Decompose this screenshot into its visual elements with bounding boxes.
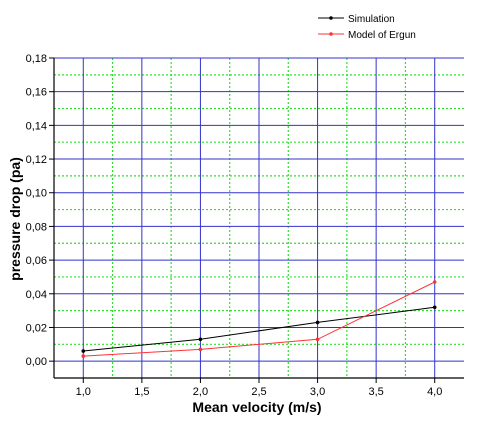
grid (54, 57, 464, 378)
series-2 (81, 280, 437, 358)
x-tick-label: 3,5 (368, 386, 383, 398)
axes: 1,0 1,5 2,0 2,5 3,0 3,5 4,0 0,00 0,02 0,04 0,06 0,0… (26, 53, 464, 398)
y-axis-label: pressure drop (pa) (7, 157, 23, 281)
data-point (198, 337, 203, 342)
data-point (81, 354, 86, 358)
data-point (315, 337, 320, 342)
legend-marker (329, 16, 333, 20)
data-point (432, 280, 437, 284)
y-tick-label: 0,18 (26, 53, 47, 65)
data-point (198, 347, 203, 352)
x-axis-label: Mean velocity (m/s) (192, 399, 321, 415)
series-line (83, 281, 435, 357)
y-tick-label: 0,02 (26, 322, 47, 334)
legend-entry-1: Simulation (318, 14, 395, 25)
y-tick-label: 0,00 (26, 356, 47, 368)
y-tick-label: 0,14 (26, 120, 47, 132)
y-tick-label: 0,04 (26, 289, 47, 301)
y-tick-label: 0,16 (26, 87, 47, 99)
data-point (81, 349, 86, 353)
series-layer (81, 280, 437, 358)
data-point (315, 320, 320, 325)
x-tick-label: 2,0 (193, 386, 208, 398)
x-tick-label: 3,0 (310, 386, 325, 398)
y-tick-label: 0,12 (26, 154, 47, 166)
x-tick-label: 1,0 (76, 386, 91, 398)
series-line (83, 306, 435, 352)
y-tick-label: 0,06 (26, 255, 47, 267)
x-tick-label: 2,5 (251, 386, 266, 398)
y-tick-label: 0,08 (26, 221, 47, 233)
series-1 (81, 305, 437, 353)
x-tick-label: 4,0 (427, 386, 442, 398)
legend-marker (329, 32, 333, 36)
legend-label: Model of Ergun (348, 30, 416, 41)
data-point (432, 305, 437, 310)
legend-entry-2: Model of Ergun (318, 30, 416, 41)
legend: Simulation Model of Ergun (318, 14, 416, 41)
y-tick-label: 0,10 (26, 188, 47, 200)
legend-label: Simulation (348, 14, 395, 25)
x-tick-label: 1,5 (134, 386, 149, 398)
